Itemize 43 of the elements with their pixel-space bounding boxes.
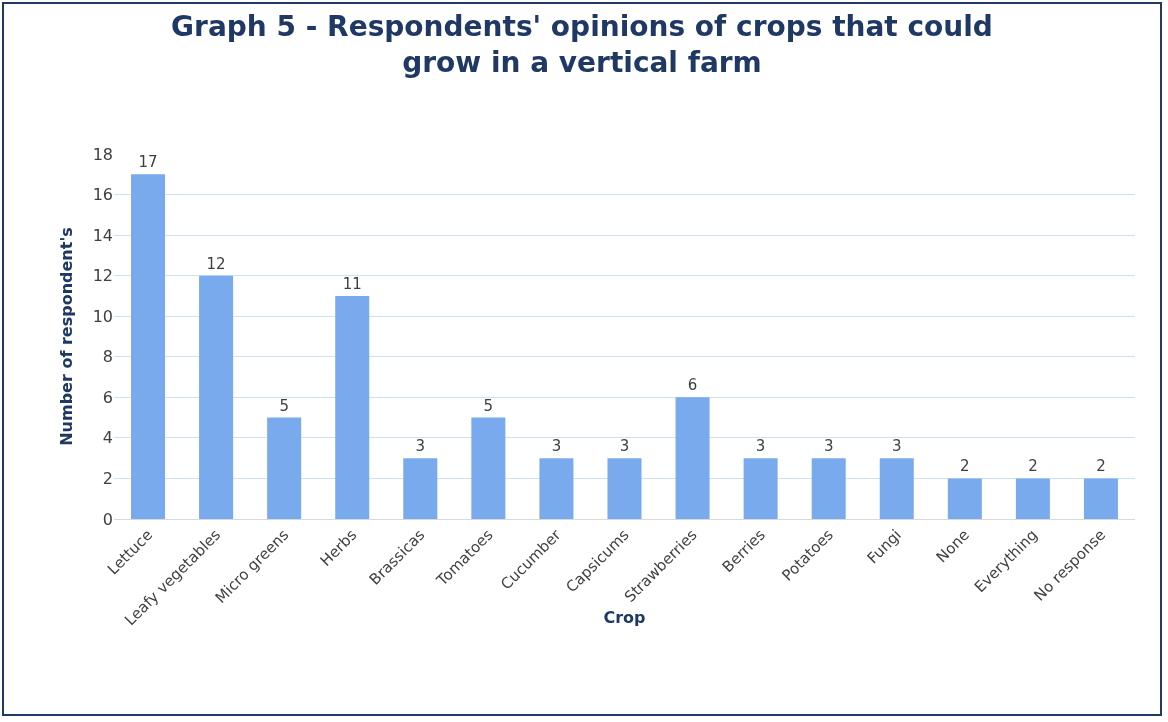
data-label: 2 <box>1028 457 1038 476</box>
bar <box>267 417 302 519</box>
bar <box>199 275 234 519</box>
y-axis-title: Number of respondent's <box>57 227 76 446</box>
y-tick-label: 0 <box>102 509 113 529</box>
y-tick-label: 18 <box>92 144 113 164</box>
data-label: 2 <box>960 457 970 476</box>
bar <box>947 478 982 519</box>
bar <box>403 458 438 519</box>
data-label: 3 <box>891 437 902 456</box>
data-label: 3 <box>755 437 766 456</box>
bar <box>539 458 574 519</box>
data-label: 3 <box>823 437 834 456</box>
x-axis-title: Crop <box>603 607 646 627</box>
y-tick-label: 12 <box>92 266 113 286</box>
bar <box>1083 478 1118 519</box>
data-label: 5 <box>483 396 494 415</box>
y-tick-label: 16 <box>92 185 113 205</box>
bar <box>131 174 166 519</box>
bar <box>743 458 778 519</box>
data-label: 17 <box>138 153 158 172</box>
y-tick-label: 6 <box>102 387 113 407</box>
y-tick-label: 14 <box>92 225 113 245</box>
y-tick-label: 10 <box>92 306 113 326</box>
data-label: 2 <box>1096 457 1106 476</box>
data-label: 12 <box>206 254 226 273</box>
bar <box>811 458 846 519</box>
data-label: 3 <box>415 437 426 456</box>
data-label: 11 <box>342 274 362 293</box>
y-tick-label: 2 <box>102 469 113 489</box>
y-tick-label: 4 <box>102 428 113 448</box>
data-label: 5 <box>279 396 289 415</box>
data-label: 6 <box>687 376 698 395</box>
bar <box>607 458 642 519</box>
bar <box>471 417 506 519</box>
bar <box>1015 478 1050 519</box>
data-label: 3 <box>551 437 562 456</box>
bar <box>335 295 370 519</box>
y-tick-label: 8 <box>102 347 113 367</box>
bar <box>675 397 710 519</box>
chart-title: Graph 5 - Respondents' opinions of crops that could grow in a vertical farm <box>171 9 993 80</box>
bar <box>879 458 914 519</box>
data-label: 3 <box>619 437 630 456</box>
